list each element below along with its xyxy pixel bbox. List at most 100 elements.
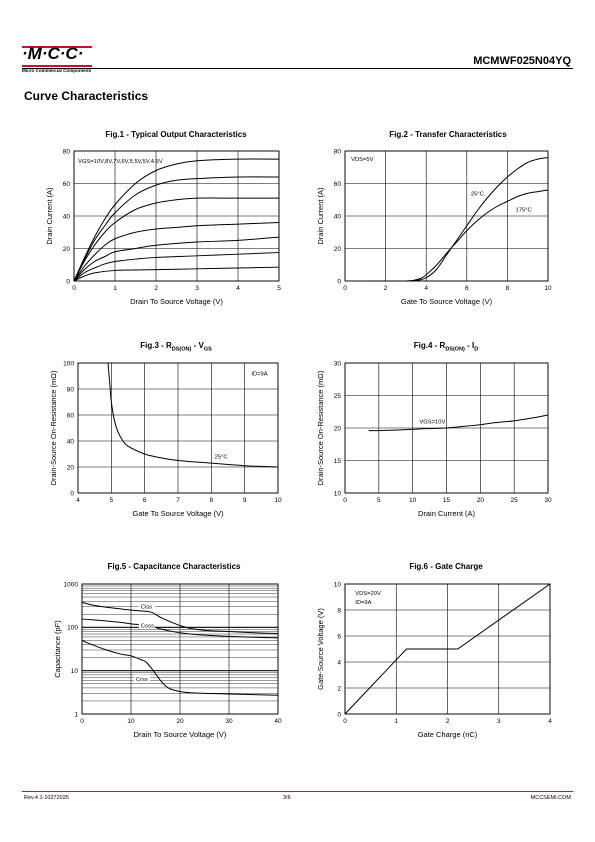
fig1-ytick-0: 0: [66, 278, 70, 285]
fig5-annotation-bg-0: [138, 602, 155, 610]
fig2-annotation-0: VDS=5V: [351, 157, 374, 163]
logo-subtitle: Micro Commercial Components: [22, 68, 92, 73]
part-number: MCMWF025N04YQ: [473, 55, 571, 67]
fig4-annotation-0: VGS=10V: [419, 420, 445, 426]
fig5-annotation-1: Coss: [141, 624, 154, 630]
fig2-xtick-2: 4: [424, 285, 428, 292]
fig6-ytick-1: 2: [337, 685, 341, 692]
fig1-xtick-0: 0: [72, 285, 76, 292]
fig6-xtick-4: 4: [548, 718, 552, 725]
fig2-xtick-1: 2: [384, 285, 388, 292]
fig5-plot-frame: [81, 583, 279, 715]
fig1-ylabel: Drain Current (A): [45, 187, 54, 245]
fig4-xtick-2: 10: [409, 497, 417, 504]
fig5-ytick-2: 100: [67, 625, 78, 632]
fig4-title: Fig.4 - RDS(ON) - ID: [414, 341, 478, 353]
fig3-title-sub1: DS(ON): [171, 346, 192, 353]
fig2-xtick-5: 10: [544, 285, 552, 292]
footer-divider: [22, 791, 573, 792]
fig1-ytick-1: 20: [63, 246, 71, 253]
fig6-series-0: [344, 583, 551, 715]
logo-bar-bottom: [22, 65, 92, 67]
fig4-ytick-1: 15: [334, 458, 342, 465]
header-divider: [22, 68, 573, 69]
fig1-series-1: [73, 176, 280, 282]
fig1-series-0: [73, 158, 280, 282]
fig4-xtick-5: 25: [511, 497, 519, 504]
fig2-xtick-4: 8: [506, 285, 510, 292]
fig5-series-ciss: [81, 601, 279, 635]
fig3-title: Fig.3 - RDS(ON) - VGS: [140, 341, 212, 353]
fig3-ytick-4: 80: [67, 386, 75, 393]
fig4-title-main: Fig.4 - R: [413, 341, 446, 350]
fig1-ytick-3: 60: [63, 181, 71, 188]
fig5-xtick-4: 40: [274, 718, 282, 725]
fig1-series-4: [73, 236, 280, 282]
fig6-ytick-5: 10: [334, 581, 342, 588]
fig6-xtick-3: 3: [497, 718, 501, 725]
fig6-ylabel: Gate-Source Voltage (V): [316, 608, 325, 690]
fig4-xtick-3: 15: [443, 497, 451, 504]
fig5-ytick-1: 10: [71, 668, 79, 675]
fig3-ytick-2: 40: [67, 438, 75, 445]
fig1-xtick-4: 4: [236, 285, 240, 292]
fig1-xtick-1: 1: [113, 285, 117, 292]
fig2-plot-frame: [344, 150, 549, 282]
fig5-annotation-0: Ciss: [141, 605, 152, 611]
fig1-xtick-3: 3: [195, 285, 199, 292]
logo-bar-top: [22, 46, 92, 48]
fig5-series-crss: [81, 639, 279, 696]
fig3-plot-frame: [77, 362, 279, 494]
fig5-ytick-0: 1: [74, 711, 78, 718]
fig6-xtick-1: 1: [394, 718, 398, 725]
fig4-title-mid: - I: [464, 341, 475, 350]
fig5-ylabel: Capacitance (pF): [53, 620, 62, 678]
fig1-xtick-2: 2: [154, 285, 158, 292]
fig2-ytick-0: 0: [337, 278, 341, 285]
fig1-series-2: [73, 197, 279, 282]
fig5-annotation-bg-1: [138, 621, 155, 629]
fig3-title-sub2: GS: [203, 346, 212, 353]
fig3-title-main: Fig.3 - R: [140, 341, 172, 350]
fig3-xtick-1: 5: [110, 497, 114, 504]
fig5-ytick-3: 1000: [64, 581, 79, 588]
fig1-series-6: [73, 266, 280, 282]
fig3-xlabel: Gate To Source Voltage (V): [132, 509, 224, 518]
fig6-xtick-2: 2: [446, 718, 450, 725]
fig3-xtick-4: 8: [210, 497, 214, 504]
fig2-series-25c: [365, 157, 549, 282]
fig4-plot-frame: [344, 362, 549, 494]
fig1-annotation-0: VGS=10V,8V,7V,6V,5.5V,5V,4.5V: [78, 159, 163, 165]
fig4-xtick-6: 30: [544, 497, 552, 504]
fig4-xtick-0: 0: [343, 497, 347, 504]
fig3-xtick-5: 9: [243, 497, 247, 504]
fig3-ylabel: Drain-Source On-Resistance (mΩ): [49, 370, 58, 485]
fig3-ytick-1: 20: [67, 464, 75, 471]
fig4-ytick-3: 25: [334, 393, 342, 400]
fig1-xlabel: Drain To Source Voltage (V): [130, 297, 223, 306]
fig5-xtick-3: 30: [225, 718, 233, 725]
footer-website: MCCSEMI.COM: [530, 795, 571, 801]
fig1-xtick-5: 5: [277, 285, 281, 292]
fig3-xtick-0: 4: [76, 497, 80, 504]
fig3-series-0: [107, 362, 279, 468]
fig4-series-0: [368, 414, 549, 432]
footer-page-number: 3/6: [283, 795, 291, 801]
fig6-ytick-3: 6: [337, 633, 341, 640]
fig5-annotation-bg-2: [133, 674, 150, 682]
fig4-title-sub2: D: [474, 346, 479, 353]
fig4-xtick-1: 5: [377, 497, 381, 504]
fig2-xtick-0: 0: [343, 285, 347, 292]
footer-revision: Rev.4.1-10272025: [24, 795, 69, 801]
fig6-title: Fig.6 - Gate Charge: [409, 562, 483, 571]
fig6-annotation-0: VDS=20V: [355, 591, 381, 597]
fig2-ytick-2: 40: [334, 213, 342, 220]
fig5-xtick-2: 20: [176, 718, 184, 725]
fig2-xtick-3: 6: [465, 285, 469, 292]
fig4-ytick-4: 30: [334, 360, 342, 367]
fig3-title-mid: - V: [191, 341, 204, 350]
